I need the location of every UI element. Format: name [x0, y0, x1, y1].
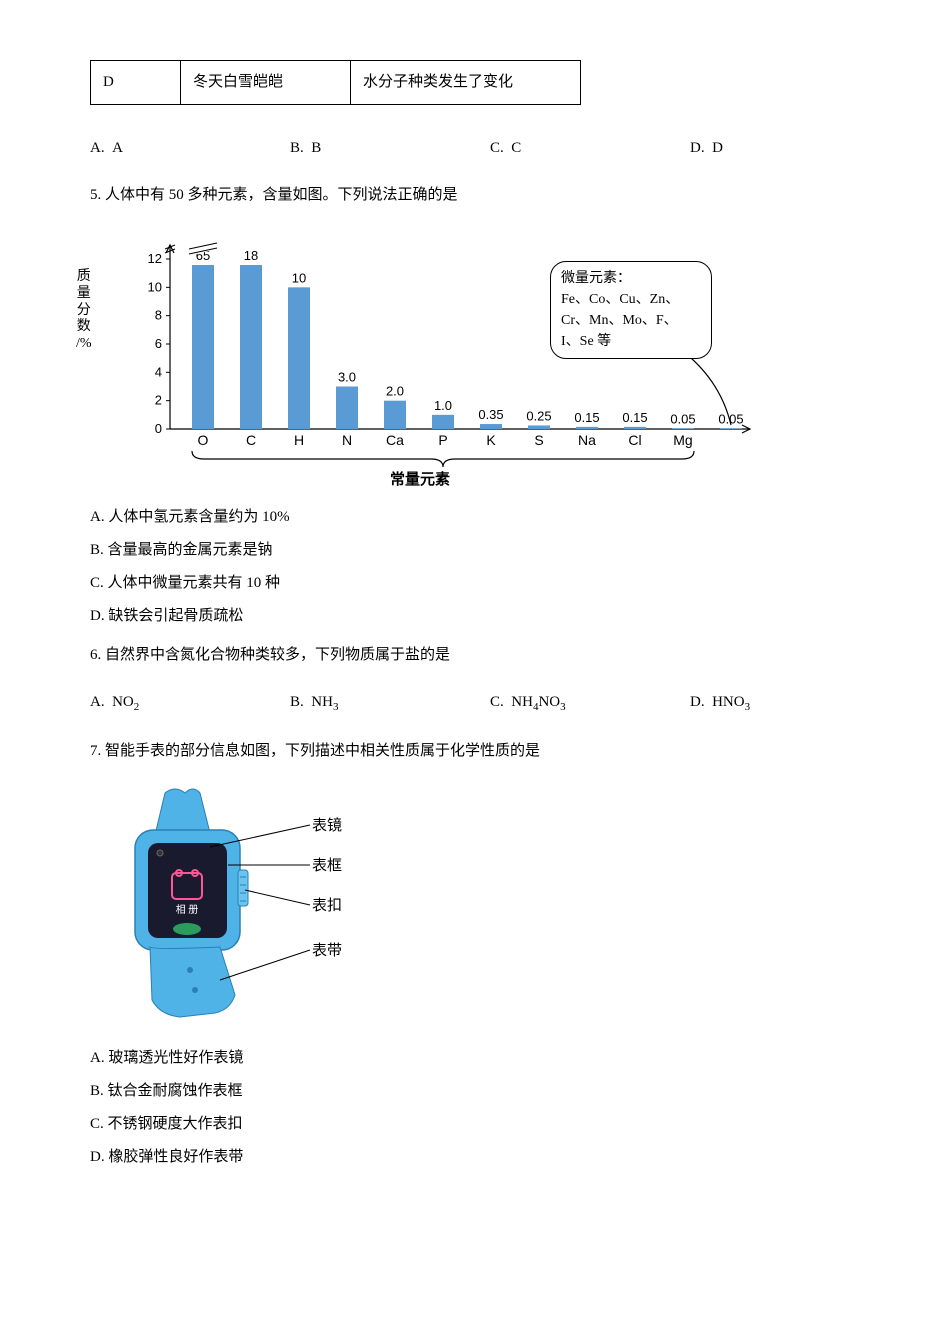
svg-text:相 册: 相 册: [176, 903, 199, 916]
svg-text:N: N: [342, 432, 352, 448]
q6-text: 6. 自然界中含氮化合物种类较多，下列物质属于盐的是: [90, 642, 860, 669]
svg-text:K: K: [486, 432, 496, 448]
svg-text:O: O: [198, 432, 209, 448]
q6-optD: D. HNO3: [690, 689, 850, 718]
svg-text:0.15: 0.15: [574, 410, 599, 425]
row-desc: 冬天白雪皑皑: [181, 61, 351, 105]
q5-text: 5. 人体中有 50 多种元素，含量如图。下列说法正确的是: [90, 182, 860, 209]
question-table: D 冬天白雪皑皑 水分子种类发生了变化: [90, 60, 581, 105]
q6-optC: C. NH4NO3: [490, 689, 690, 718]
q6-options: A. NO2 B. NH3 C. NH4NO3 D. HNO3: [90, 689, 860, 718]
svg-text:Cl: Cl: [628, 432, 641, 448]
watch-label-band: 表带: [312, 938, 342, 965]
svg-text:0.15: 0.15: [622, 410, 647, 425]
option-a: A. A: [90, 135, 290, 162]
bracket-label: 常量元素: [390, 467, 450, 494]
svg-text:S: S: [534, 432, 543, 448]
svg-text:8: 8: [155, 308, 162, 323]
svg-text:Mg: Mg: [673, 432, 692, 448]
watch-label-mirror: 表镜: [312, 813, 342, 840]
svg-text:Na: Na: [578, 432, 596, 448]
svg-text:0.25: 0.25: [526, 408, 551, 423]
q5-optC: C. 人体中微量元素共有 10 种: [90, 570, 860, 597]
option-d: D. D: [690, 135, 850, 162]
svg-text:Ca: Ca: [386, 432, 404, 448]
table-row: D 冬天白雪皑皑 水分子种类发生了变化: [91, 61, 581, 105]
y-axis-label: 质 量 分 数 /%: [76, 269, 92, 353]
svg-text:H: H: [294, 432, 304, 448]
svg-text:0.05: 0.05: [670, 411, 695, 426]
svg-text:P: P: [438, 432, 447, 448]
watch-diagram: 相 册 表镜 表框 表扣 表带: [100, 785, 400, 1025]
watch-svg: 相 册: [100, 785, 400, 1025]
svg-text:0: 0: [155, 421, 162, 436]
svg-text:3.0: 3.0: [338, 370, 356, 385]
svg-text:12: 12: [148, 251, 162, 266]
watch-label-buckle: 表扣: [312, 893, 342, 920]
svg-text:C: C: [246, 432, 256, 448]
svg-text:6: 6: [155, 336, 162, 351]
svg-text:2.0: 2.0: [386, 384, 404, 399]
svg-text:2: 2: [155, 393, 162, 408]
element-chart: 02468101265O18C10H3.0N2.0Ca1.0P0.35K0.25…: [120, 229, 760, 489]
q7-optB: B. 钛合金耐腐蚀作表框: [90, 1078, 860, 1105]
svg-text:1.0: 1.0: [434, 398, 452, 413]
q5-optD: D. 缺铁会引起骨质疏松: [90, 603, 860, 630]
q7-optD: D. 橡胶弹性良好作表带: [90, 1144, 860, 1171]
svg-text:18: 18: [244, 248, 258, 263]
q6-optA: A. NO2: [90, 689, 290, 718]
option-b: B. B: [290, 135, 490, 162]
q5-optB: B. 含量最高的金属元素是钠: [90, 537, 860, 564]
q6-optB: B. NH3: [290, 689, 490, 718]
q7-optA: A. 玻璃透光性好作表镜: [90, 1045, 860, 1072]
svg-text:0.35: 0.35: [478, 407, 503, 422]
svg-text:10: 10: [292, 270, 306, 285]
watch-label-frame: 表框: [312, 853, 342, 880]
row-reason: 水分子种类发生了变化: [351, 61, 581, 105]
q5-optA: A. 人体中氢元素含量约为 10%: [90, 504, 860, 531]
svg-text:4: 4: [155, 364, 162, 379]
callout-box: 微量元素： Fe、Co、Cu、Zn、 Cr、Mn、Mo、F、 I、Se 等: [550, 261, 712, 359]
q7-optC: C. 不锈钢硬度大作表扣: [90, 1111, 860, 1138]
option-c: C. C: [490, 135, 690, 162]
svg-text:10: 10: [148, 279, 162, 294]
q4-options: A. A B. B C. C D. D: [90, 135, 860, 162]
row-label: D: [91, 61, 181, 105]
q7-text: 7. 智能手表的部分信息如图，下列描述中相关性质属于化学性质的是: [90, 738, 860, 765]
